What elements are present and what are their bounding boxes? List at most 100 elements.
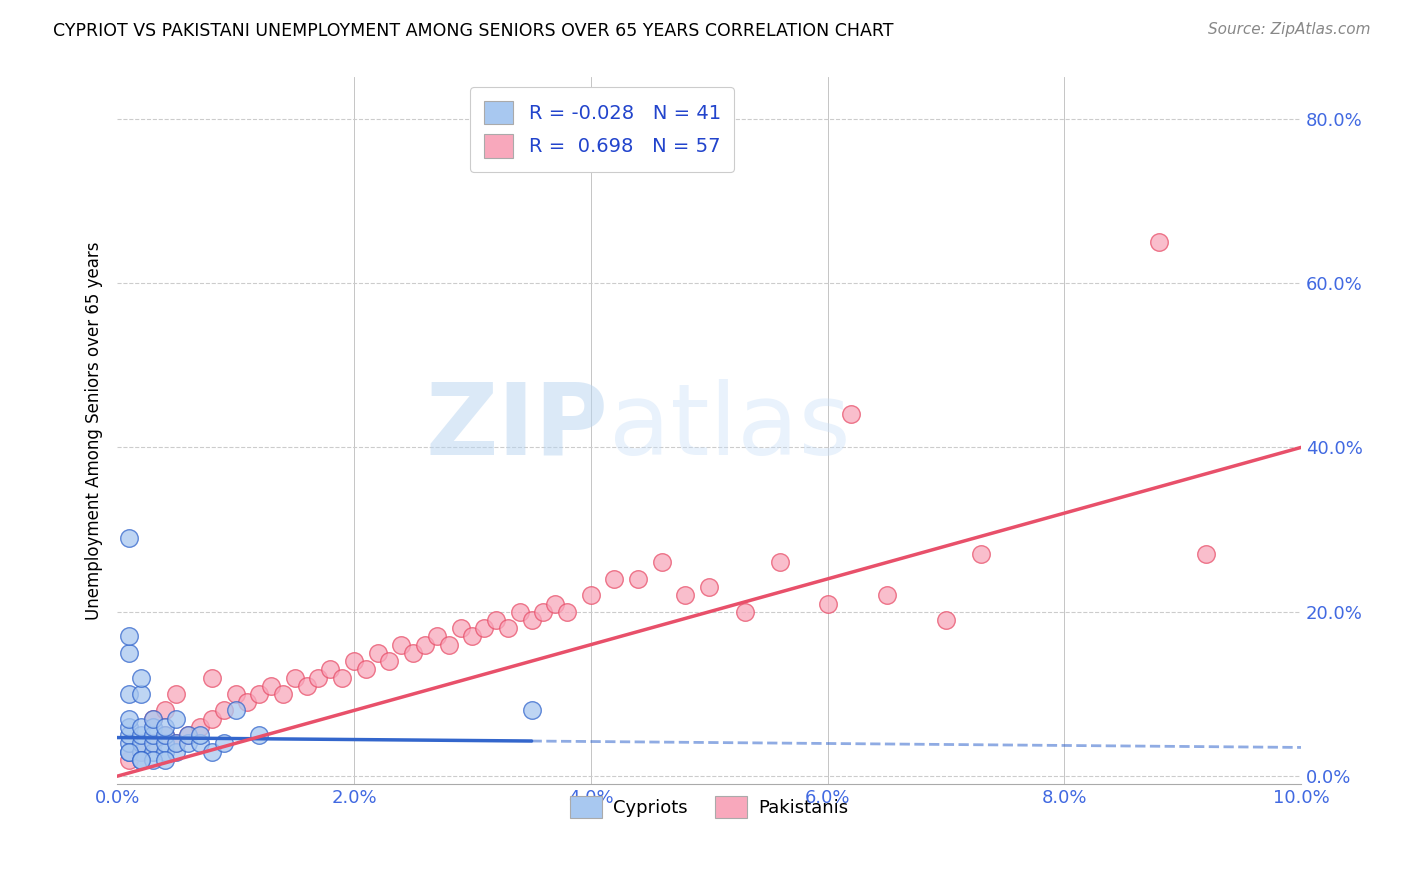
Point: [367, 646, 389, 660]
Point: [188, 720, 211, 734]
Point: [118, 753, 141, 767]
Point: [485, 613, 508, 627]
Point: [426, 630, 449, 644]
Point: [118, 745, 141, 759]
Point: [177, 736, 200, 750]
Point: [129, 745, 152, 759]
Point: [378, 654, 401, 668]
Point: [118, 630, 141, 644]
Point: [129, 687, 152, 701]
Point: [118, 531, 141, 545]
Point: [876, 588, 898, 602]
Point: [330, 671, 353, 685]
Point: [295, 679, 318, 693]
Point: [129, 745, 152, 759]
Point: [142, 712, 165, 726]
Point: [177, 728, 200, 742]
Point: [603, 572, 626, 586]
Point: [413, 638, 436, 652]
Point: [734, 605, 756, 619]
Point: [129, 736, 152, 750]
Point: [118, 687, 141, 701]
Point: [450, 621, 472, 635]
Point: [247, 728, 270, 742]
Point: [402, 646, 425, 660]
Point: [129, 753, 152, 767]
Text: atlas: atlas: [609, 379, 851, 476]
Point: [142, 728, 165, 742]
Point: [697, 580, 720, 594]
Point: [509, 605, 531, 619]
Point: [129, 753, 152, 767]
Point: [153, 728, 176, 742]
Point: [201, 671, 224, 685]
Point: [165, 736, 187, 750]
Point: [165, 712, 187, 726]
Point: [555, 605, 578, 619]
Point: [461, 630, 484, 644]
Point: [142, 720, 165, 734]
Point: [1147, 235, 1170, 249]
Point: [118, 646, 141, 660]
Point: [769, 556, 792, 570]
Text: Source: ZipAtlas.com: Source: ZipAtlas.com: [1208, 22, 1371, 37]
Point: [627, 572, 650, 586]
Point: [142, 745, 165, 759]
Point: [177, 728, 200, 742]
Text: CYPRIOT VS PAKISTANI UNEMPLOYMENT AMONG SENIORS OVER 65 YEARS CORRELATION CHART: CYPRIOT VS PAKISTANI UNEMPLOYMENT AMONG …: [53, 22, 894, 40]
Point: [142, 712, 165, 726]
Point: [165, 687, 187, 701]
Point: [970, 547, 993, 561]
Point: [544, 597, 567, 611]
Text: ZIP: ZIP: [426, 379, 609, 476]
Point: [236, 695, 259, 709]
Point: [531, 605, 554, 619]
Point: [153, 720, 176, 734]
Point: [142, 753, 165, 767]
Point: [284, 671, 307, 685]
Point: [118, 712, 141, 726]
Point: [165, 745, 187, 759]
Point: [153, 745, 176, 759]
Point: [520, 613, 543, 627]
Point: [188, 736, 211, 750]
Point: [225, 687, 247, 701]
Point: [651, 556, 673, 570]
Point: [319, 662, 342, 676]
Point: [520, 703, 543, 717]
Point: [201, 745, 224, 759]
Y-axis label: Unemployment Among Seniors over 65 years: Unemployment Among Seniors over 65 years: [86, 242, 103, 620]
Point: [212, 703, 235, 717]
Point: [472, 621, 495, 635]
Point: [271, 687, 294, 701]
Point: [129, 728, 152, 742]
Point: [201, 712, 224, 726]
Point: [165, 736, 187, 750]
Point: [343, 654, 366, 668]
Point: [817, 597, 839, 611]
Point: [142, 736, 165, 750]
Point: [437, 638, 460, 652]
Point: [153, 703, 176, 717]
Point: [129, 671, 152, 685]
Point: [354, 662, 377, 676]
Point: [118, 720, 141, 734]
Point: [153, 736, 176, 750]
Point: [153, 728, 176, 742]
Legend: Cypriots, Pakistanis: Cypriots, Pakistanis: [562, 789, 856, 825]
Point: [118, 736, 141, 750]
Point: [675, 588, 697, 602]
Point: [142, 736, 165, 750]
Point: [496, 621, 519, 635]
Point: [308, 671, 330, 685]
Point: [839, 408, 862, 422]
Point: [389, 638, 412, 652]
Point: [129, 720, 152, 734]
Point: [225, 703, 247, 717]
Point: [118, 728, 141, 742]
Point: [579, 588, 602, 602]
Point: [212, 736, 235, 750]
Point: [260, 679, 283, 693]
Point: [118, 745, 141, 759]
Point: [153, 753, 176, 767]
